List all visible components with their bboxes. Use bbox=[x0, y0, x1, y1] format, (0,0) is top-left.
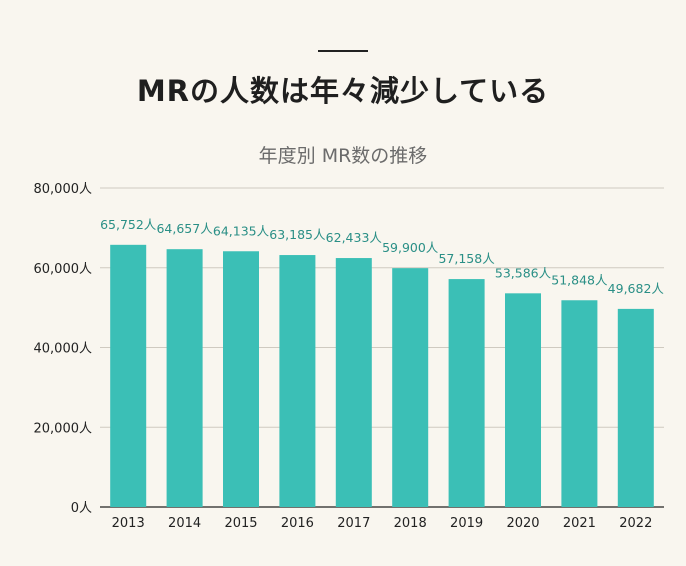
data-label: 59,900人 bbox=[382, 240, 439, 255]
x-tick-label: 2021 bbox=[563, 516, 596, 531]
bar-2013 bbox=[110, 244, 147, 507]
x-axis-ticks: 2013 2014 2015 2016 2017 2018 2019 2020 2021 2022 bbox=[112, 516, 653, 531]
x-tick-label: 2014 bbox=[168, 516, 201, 531]
bar-2020 bbox=[505, 293, 541, 507]
data-labels: 65,752人 64,657人 64,135人 63,185人 62,433人59,90… bbox=[100, 217, 664, 296]
bar-2015 bbox=[223, 251, 259, 507]
y-tick-label: 60,000人 bbox=[34, 262, 93, 277]
page-headline: MRの人数は年々減少している bbox=[136, 74, 550, 108]
bar-2014 bbox=[166, 249, 203, 507]
data-label: 64,135人 bbox=[213, 223, 270, 238]
chart-title: 年度別 MR数の推移 bbox=[259, 145, 428, 167]
x-tick-label: 2020 bbox=[506, 516, 539, 531]
y-tick-label: 0人 bbox=[71, 501, 92, 516]
bar-2021 bbox=[561, 300, 598, 507]
y-tick-label: 20,000人 bbox=[34, 421, 93, 436]
y-tick-label: 40,000人 bbox=[34, 342, 93, 357]
data-label: 57,158人 bbox=[438, 251, 495, 266]
data-label: 65,752人 bbox=[100, 217, 157, 232]
x-tick-label: 2022 bbox=[619, 516, 652, 531]
data-label: 51,848人 bbox=[551, 272, 608, 287]
x-tick-label: 2018 bbox=[394, 516, 427, 531]
data-label: 64,657人 bbox=[156, 221, 213, 236]
title-divider bbox=[318, 50, 368, 52]
bar-2017 bbox=[335, 258, 372, 507]
x-tick-label: 2015 bbox=[224, 516, 257, 531]
y-axis-ticks: 0人 20,000人 40,000人 60,000人 80,000人 bbox=[34, 182, 93, 516]
x-tick-label: 2016 bbox=[281, 516, 314, 531]
bar-2022 bbox=[617, 308, 654, 507]
x-tick-label: 2019 bbox=[450, 516, 483, 531]
data-label: 49,682人 bbox=[608, 281, 665, 296]
data-label: 63,185人 bbox=[269, 227, 326, 242]
bar-2018 bbox=[392, 268, 429, 507]
y-tick-label: 80,000人 bbox=[34, 182, 93, 197]
bar-2019 bbox=[448, 279, 485, 507]
x-tick-label: 2013 bbox=[112, 516, 145, 531]
data-label: 53,586人 bbox=[495, 265, 552, 280]
bars bbox=[110, 244, 654, 507]
bar-2016 bbox=[279, 255, 316, 507]
data-label: 62,433人 bbox=[326, 230, 383, 245]
x-tick-label: 2017 bbox=[337, 516, 370, 531]
